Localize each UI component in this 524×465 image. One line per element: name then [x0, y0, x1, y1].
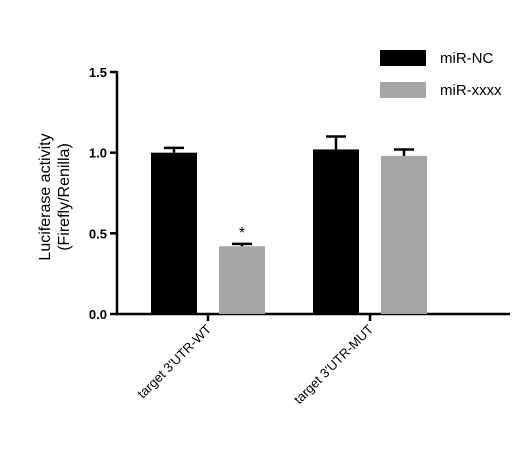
- bar: [219, 246, 265, 314]
- y-axis-label-line2: (Firefly/Renilla): [56, 143, 73, 251]
- significance-marker: *: [239, 225, 245, 242]
- legend-swatch: [380, 50, 426, 66]
- legend: miR-NC miR-xxxx: [380, 50, 502, 99]
- bar: [313, 149, 359, 314]
- legend-label: miR-xxxx: [440, 82, 502, 99]
- y-tick-label: 0.5: [89, 226, 107, 241]
- bar: [381, 155, 427, 314]
- legend-swatch: [380, 82, 426, 98]
- legend-label: miR-NC: [440, 50, 493, 67]
- y-tick-label: 1.0: [89, 146, 107, 161]
- y-axis-label-line1: Luciferase activity: [37, 133, 54, 260]
- bars: [151, 135, 427, 314]
- x-category-label: target 3'UTR-WT: [134, 321, 214, 401]
- y-tick-label: 1.5: [89, 65, 107, 80]
- bar: [151, 152, 197, 314]
- y-tick-label: 0.0: [89, 307, 107, 322]
- x-category-label: target 3'UTR-MUT: [291, 321, 376, 406]
